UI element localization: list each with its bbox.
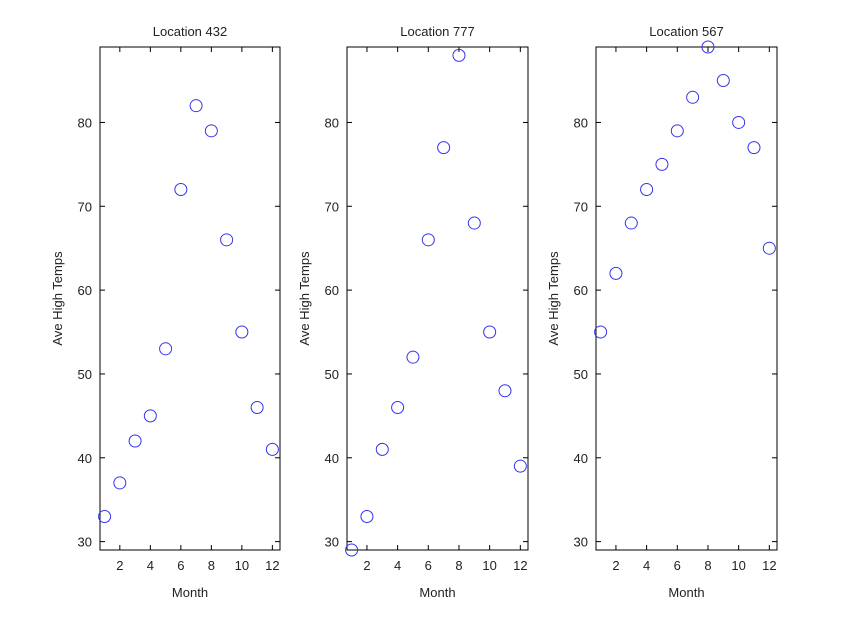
x-axis-label: Month — [668, 585, 704, 600]
y-tick-label: 30 — [78, 535, 92, 550]
y-tick-label: 40 — [574, 451, 588, 466]
chart-title: Location 777 — [400, 24, 474, 39]
y-tick-label: 70 — [78, 199, 92, 214]
y-axis-label: Ave High Temps — [297, 251, 312, 346]
y-tick-label: 60 — [574, 283, 588, 298]
y-tick-label: 30 — [325, 535, 339, 550]
data-point — [265, 442, 279, 456]
subplot-3: Location 567 Month Ave High Temps 2 4 6 8 10 12 3… — [546, 24, 778, 600]
plot-area — [346, 46, 529, 551]
data-point — [452, 48, 466, 62]
y-tick-label: 50 — [574, 367, 588, 382]
y-tick-label: 60 — [78, 283, 92, 298]
y-tick-label: 50 — [325, 367, 339, 382]
data-point — [437, 141, 451, 155]
x-tick-label: 12 — [762, 558, 776, 573]
x-tick-label: 6 — [674, 558, 681, 573]
data-point — [640, 183, 654, 197]
data-point — [716, 74, 730, 88]
data-point — [113, 476, 127, 490]
y-tick-label: 70 — [325, 199, 339, 214]
plot-area — [595, 46, 778, 551]
data-point — [513, 459, 527, 473]
x-tick-label: 8 — [208, 558, 215, 573]
data-point — [360, 509, 374, 523]
y-tick-label: 40 — [325, 451, 339, 466]
subplot-1: Location 432 Month Ave High Temps 2 4 6 8 10 12 3… — [50, 24, 281, 600]
x-tick-label: 6 — [177, 558, 184, 573]
data-point — [483, 325, 497, 339]
y-tick-label: 80 — [574, 115, 588, 130]
x-axis-label: Month — [419, 585, 455, 600]
data-point — [406, 350, 420, 364]
data-point — [467, 216, 481, 230]
x-tick-label: 6 — [425, 558, 432, 573]
chart-title: Location 567 — [649, 24, 723, 39]
x-axis-label: Month — [172, 585, 208, 600]
data-point — [235, 325, 249, 339]
data-point — [143, 409, 157, 423]
data-point — [220, 233, 234, 247]
data-point — [128, 434, 142, 448]
y-tick-label: 70 — [574, 199, 588, 214]
x-tick-label: 4 — [394, 558, 401, 573]
x-tick-label: 10 — [731, 558, 745, 573]
x-tick-label: 12 — [265, 558, 279, 573]
data-point — [189, 99, 203, 113]
y-tick-label: 40 — [78, 451, 92, 466]
x-tick-label: 10 — [235, 558, 249, 573]
data-point — [655, 157, 669, 171]
y-tick-label: 50 — [78, 367, 92, 382]
data-point — [686, 90, 700, 104]
data-point — [391, 400, 405, 414]
chart-title: Location 432 — [153, 24, 227, 39]
data-point — [747, 141, 761, 155]
x-tick-label: 12 — [513, 558, 527, 573]
data-point — [375, 442, 389, 456]
data-point — [732, 115, 746, 129]
plot-area — [99, 46, 281, 551]
data-point — [701, 40, 715, 54]
y-tick-label: 80 — [325, 115, 339, 130]
x-tick-label: 8 — [704, 558, 711, 573]
data-point — [174, 183, 188, 197]
y-tick-label: 30 — [574, 535, 588, 550]
data-point — [624, 216, 638, 230]
data-point — [609, 266, 623, 280]
data-point — [762, 241, 776, 255]
data-point — [498, 384, 512, 398]
y-tick-label: 80 — [78, 115, 92, 130]
y-axis-label: Ave High Temps — [50, 251, 65, 346]
data-point — [159, 342, 173, 356]
data-point — [98, 509, 112, 523]
data-point — [204, 124, 218, 138]
data-point — [421, 233, 435, 247]
x-tick-label: 10 — [482, 558, 496, 573]
x-tick-label: 2 — [612, 558, 619, 573]
data-point — [250, 400, 264, 414]
x-tick-label: 2 — [363, 558, 370, 573]
x-tick-label: 4 — [643, 558, 650, 573]
y-axis-label: Ave High Temps — [546, 251, 561, 346]
x-tick-label: 8 — [455, 558, 462, 573]
x-tick-label: 4 — [147, 558, 154, 573]
y-tick-label: 60 — [325, 283, 339, 298]
data-point — [345, 543, 359, 557]
data-point — [670, 124, 684, 138]
subplot-2: Location 777 Month Ave High Temps 2 4 6 8 10 12 3… — [297, 24, 529, 600]
x-tick-label: 2 — [116, 558, 123, 573]
data-point — [594, 325, 608, 339]
